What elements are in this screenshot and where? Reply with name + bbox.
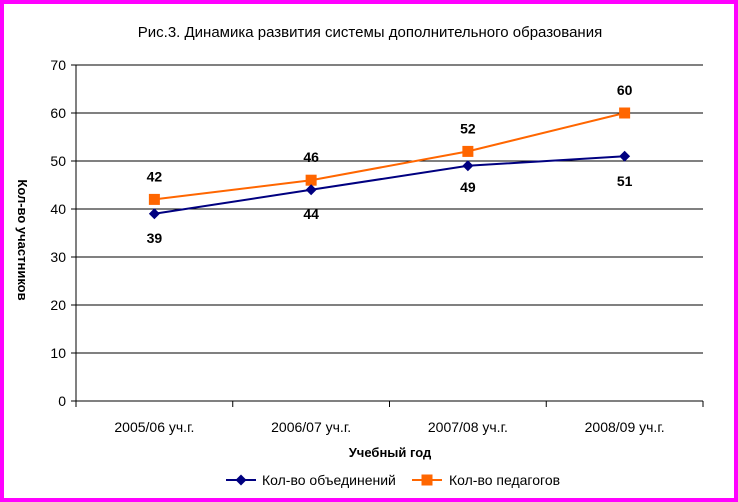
data-point bbox=[305, 174, 317, 186]
data-point bbox=[235, 474, 247, 486]
y-tick-label: 10 bbox=[50, 345, 66, 361]
y-tick-label: 30 bbox=[50, 249, 66, 265]
y-tick-label: 70 bbox=[50, 57, 66, 73]
data-point bbox=[148, 193, 160, 205]
legend: Кол-во объединений Кол-во педагогов bbox=[226, 472, 560, 488]
y-tick-label: 50 bbox=[50, 153, 66, 169]
data-point bbox=[462, 145, 474, 157]
x-tick-label: 2006/07 уч.г. bbox=[271, 419, 351, 435]
data-point bbox=[305, 184, 317, 196]
data-point bbox=[619, 150, 631, 162]
gridlines bbox=[76, 64, 703, 354]
data-point bbox=[421, 474, 433, 486]
x-tick-label: 2005/06 уч.г. bbox=[114, 419, 194, 435]
series-line bbox=[154, 112, 625, 201]
y-tick-label: 20 bbox=[50, 297, 66, 313]
series-line bbox=[154, 155, 625, 215]
data-label: 44 bbox=[303, 206, 319, 222]
legend-label: Кол-во объединений bbox=[262, 472, 396, 488]
data-point bbox=[462, 160, 474, 172]
x-tick-label: 2008/09 уч.г. bbox=[585, 419, 665, 435]
data-label: 42 bbox=[147, 168, 163, 184]
data-label: 39 bbox=[147, 230, 163, 246]
chart-title: Рис.3. Динамика развития системы дополни… bbox=[138, 24, 602, 41]
data-point bbox=[148, 208, 160, 220]
y-tick-labels: 0 10 20 30 40 50 60 70 bbox=[50, 57, 66, 409]
y-tick-label: 60 bbox=[50, 105, 66, 121]
data-label: 60 bbox=[617, 82, 633, 98]
data-labels: 39 44 49 51 42 46 52 60 bbox=[147, 82, 633, 246]
x-tick-labels: 2005/06 уч.г. 2006/07 уч.г. 2007/08 уч.г. 2… bbox=[114, 419, 664, 435]
x-tick-label: 2007/08 уч.г. bbox=[428, 419, 508, 435]
y-tick-label: 0 bbox=[58, 393, 66, 409]
data-label: 51 bbox=[617, 173, 633, 189]
legend-label: Кол-во педагогов bbox=[449, 472, 560, 488]
data-label: 49 bbox=[460, 179, 476, 195]
data-label: 46 bbox=[303, 149, 319, 165]
data-label: 52 bbox=[460, 120, 476, 136]
series-layer bbox=[148, 107, 631, 220]
data-point bbox=[619, 107, 631, 119]
x-axis-title: Учебный год bbox=[349, 445, 432, 460]
y-axis-title: Кол-во участников bbox=[15, 179, 30, 300]
axes bbox=[71, 64, 704, 407]
y-tick-label: 40 bbox=[50, 201, 66, 217]
